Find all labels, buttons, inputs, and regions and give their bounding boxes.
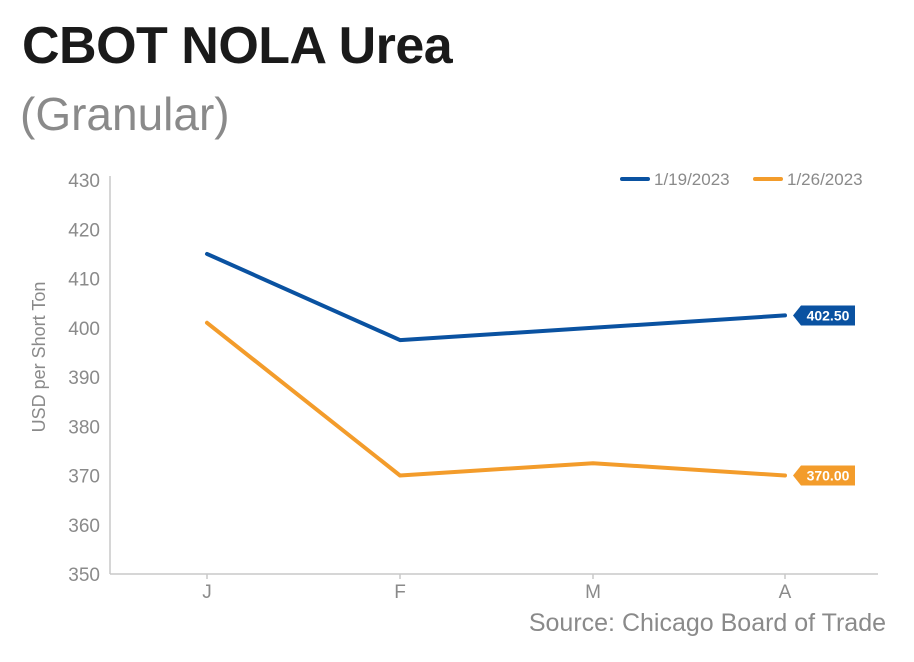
end-labels: 402.50 370.00 <box>793 305 855 486</box>
y-tick-label: 360 <box>68 516 100 537</box>
y-tick-label: 390 <box>68 368 100 389</box>
series-layer <box>205 251 787 478</box>
y-tick-label: 410 <box>68 270 100 291</box>
chart-subtitle: (Granular) <box>20 88 230 140</box>
end-label-badge-1 <box>793 305 855 326</box>
legend: 1/19/2023 1/26/2023 <box>620 170 863 189</box>
legend-label-2: 1/26/2023 <box>787 170 863 189</box>
end-label-badge-2 <box>793 465 855 486</box>
x-tick-label: M <box>585 582 601 603</box>
series-line-1 <box>205 251 787 343</box>
x-tick-label: A <box>779 582 792 603</box>
source-note: Source: Chicago Board of Trade <box>528 609 886 637</box>
y-axis-ticks: 350 360 370 380 390 400 410 420 430 <box>68 171 100 586</box>
y-axis-label: USD per Short Ton <box>29 282 49 433</box>
y-tick-label: 400 <box>68 319 100 340</box>
y-tick-label: 380 <box>68 417 100 438</box>
chart-axes <box>109 176 878 575</box>
x-tick-label: F <box>394 582 406 603</box>
end-label-value-2: 370.00 <box>807 468 850 484</box>
x-tick-label: J <box>202 582 212 603</box>
end-label-value-1: 402.50 <box>807 307 850 323</box>
y-tick-label: 420 <box>68 220 100 241</box>
y-tick-label: 430 <box>68 171 100 192</box>
y-tick-label: 350 <box>68 565 100 586</box>
y-tick-label: 370 <box>68 467 100 488</box>
chart-title: CBOT NOLA Urea <box>22 17 453 75</box>
series-line-2 <box>205 320 787 478</box>
legend-label-1: 1/19/2023 <box>654 170 730 189</box>
